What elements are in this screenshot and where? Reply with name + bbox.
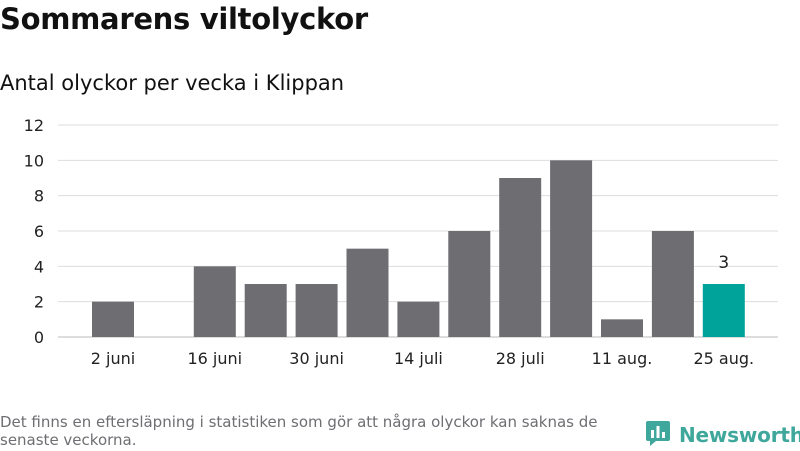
bar-7-juli xyxy=(346,248,389,337)
chart-subtitle: Antal olyckor per vecka i Klippan xyxy=(0,71,345,95)
y-tick-label: 10 xyxy=(24,151,44,170)
bar-23-juni xyxy=(244,284,287,337)
bar-11-aug- xyxy=(601,319,643,337)
bar-25-aug- xyxy=(702,284,745,337)
footnote: Det finns en eftersläpning i statistiken… xyxy=(0,413,598,449)
x-tick-label: 14 juli xyxy=(394,349,443,368)
x-tick-label: 16 juni xyxy=(187,349,242,368)
bar-30-juni xyxy=(295,284,338,337)
x-tick-label: 11 aug. xyxy=(592,349,653,368)
data-label: 3 xyxy=(718,253,729,273)
bar-4-aug- xyxy=(550,160,593,337)
bar-16-juni xyxy=(193,266,236,337)
y-tick-label: 0 xyxy=(34,328,44,347)
bar-18-aug- xyxy=(651,231,694,337)
y-tick-label: 8 xyxy=(34,187,44,206)
y-tick-label: 2 xyxy=(34,293,44,312)
x-tick-label: 2 juni xyxy=(91,349,135,368)
x-tick-label: 28 juli xyxy=(496,349,545,368)
bar-14-juli xyxy=(397,301,440,337)
brand[interactable]: Newsworthy xyxy=(645,420,800,450)
y-tick-label: 12 xyxy=(24,116,44,135)
y-tick-label: 6 xyxy=(34,222,44,241)
chart-title: Sommarens viltolyckor xyxy=(0,2,368,36)
bar-chart: 0 2 4 6 8 10 12 3 2 juni 16 juni 30 juni 14 juli 28 … xyxy=(24,116,778,368)
y-tick-label: 4 xyxy=(34,257,44,276)
x-tick-label: 25 aug. xyxy=(693,349,754,368)
newsworthy-logo-icon xyxy=(645,419,671,451)
bar-21-juli xyxy=(448,231,491,337)
bar-2-juni xyxy=(92,301,134,337)
bar-28-juli xyxy=(499,178,542,337)
x-tick-label: 30 juni xyxy=(289,349,344,368)
brand-name: Newsworthy xyxy=(679,423,800,447)
